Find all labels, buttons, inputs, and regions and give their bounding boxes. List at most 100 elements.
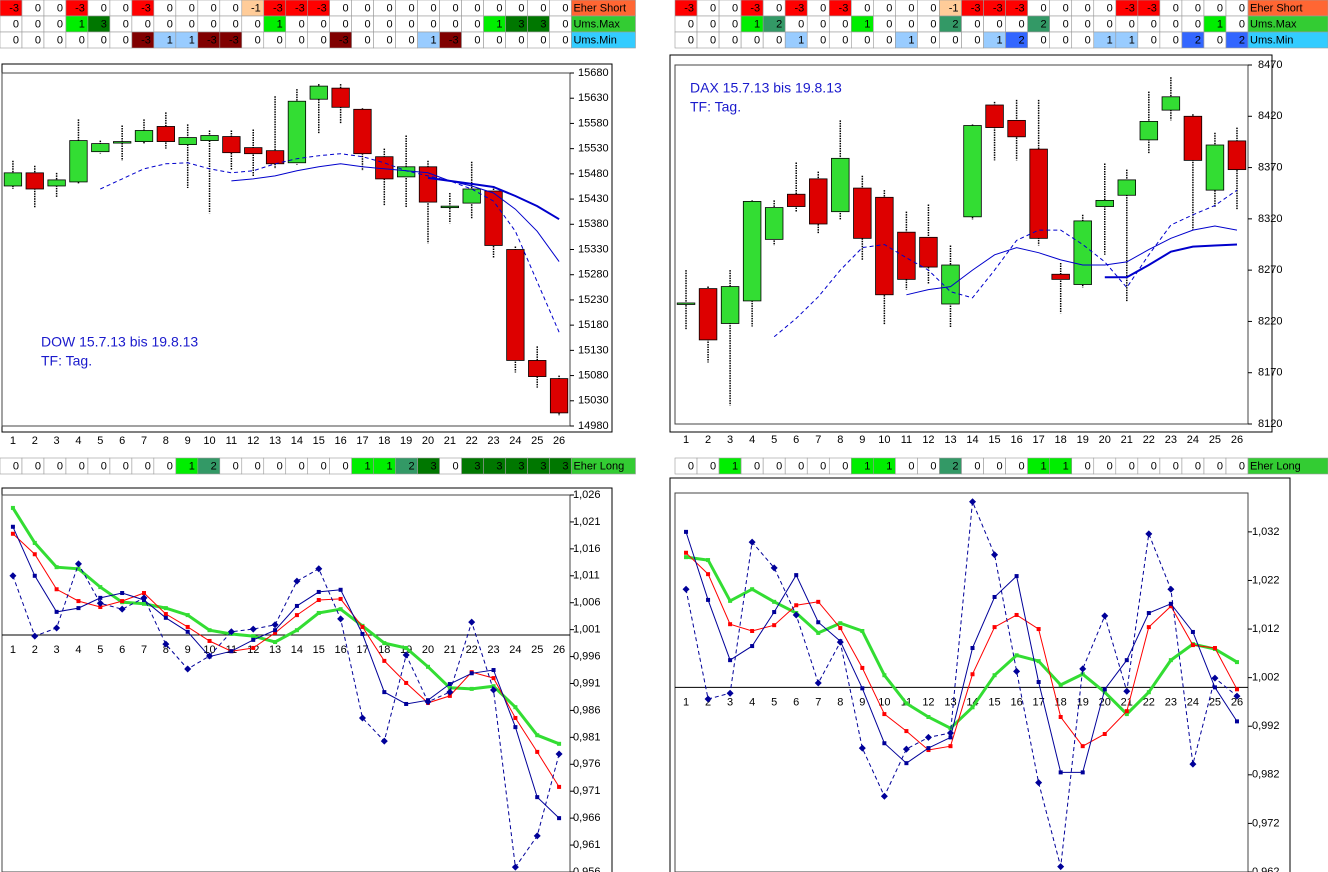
signal-value: 0 — [101, 2, 107, 14]
marker — [1080, 672, 1085, 677]
signal-value: 1 — [798, 34, 804, 46]
signal-value: 0 — [776, 2, 782, 14]
x-tick-label: 8 — [163, 644, 169, 656]
signal-value: 0 — [930, 2, 936, 14]
y-tick-label: 1,022 — [1252, 574, 1280, 586]
marker — [1234, 687, 1239, 692]
marker — [1058, 770, 1063, 775]
signal-value: 0 — [430, 2, 436, 14]
series-line — [685, 552, 1238, 751]
marker — [273, 640, 278, 645]
marker — [380, 737, 388, 745]
series-line — [231, 163, 560, 262]
signal-value: 2 — [1041, 18, 1047, 30]
signal-value: 3 — [562, 460, 568, 472]
signal-value: 0 — [57, 460, 63, 472]
candle-body — [698, 288, 718, 341]
row-label-cell — [571, 457, 636, 475]
signal-value: 0 — [1085, 34, 1091, 46]
signal-value: 0 — [474, 18, 480, 30]
marker — [1167, 585, 1175, 593]
signal-value: -3 — [1015, 2, 1025, 14]
signal-value: 3 — [474, 460, 480, 472]
marker — [491, 668, 496, 673]
signal-value: 1 — [430, 34, 436, 46]
candle-body — [1007, 119, 1026, 138]
row-label: Eher Long — [573, 460, 624, 472]
signal-value: 0 — [1239, 2, 1245, 14]
candle-body — [287, 100, 307, 164]
signal-value: 0 — [233, 460, 239, 472]
x-tick-label: 3 — [54, 435, 60, 447]
candle-body — [418, 166, 438, 203]
signal-value: 0 — [452, 2, 458, 14]
signal-value: 0 — [562, 34, 568, 46]
marker — [1124, 709, 1129, 714]
signal-value: 0 — [688, 460, 694, 472]
signal-value: 1 — [886, 460, 892, 472]
signal-value: 0 — [387, 18, 393, 30]
signal-value: 2 — [1239, 34, 1245, 46]
signal-value: 0 — [908, 18, 914, 30]
y-tick-label: 1,016 — [573, 543, 601, 555]
signal-value: 0 — [754, 34, 760, 46]
signal-value: 2 — [1019, 34, 1025, 46]
y-tick-label: 1,021 — [573, 516, 601, 528]
marker — [860, 665, 865, 670]
signal-value: 0 — [710, 34, 716, 46]
signal-value: 2 — [776, 18, 782, 30]
signal-value: 0 — [776, 34, 782, 46]
x-tick-label: 24 — [509, 644, 521, 656]
candle-body — [91, 143, 110, 153]
signal-value: -3 — [207, 34, 217, 46]
x-tick-label: 14 — [291, 644, 303, 656]
x-tick-label: 24 — [509, 435, 521, 447]
marker — [706, 597, 711, 602]
signal-value: 0 — [1173, 2, 1179, 14]
y-tick-label: 1,002 — [1252, 672, 1280, 684]
marker — [185, 624, 190, 629]
candle-body — [331, 87, 350, 108]
signal-value: -3 — [75, 2, 85, 14]
x-tick-label: 18 — [1055, 434, 1067, 446]
signal-value: -3 — [750, 2, 760, 14]
marker — [468, 618, 476, 626]
marker — [32, 552, 37, 557]
marker — [748, 538, 756, 546]
series-line — [12, 533, 560, 788]
marker — [98, 605, 103, 610]
marker — [142, 591, 146, 596]
marker — [1212, 685, 1217, 690]
marker — [1146, 625, 1151, 630]
x-tick-label: 2 — [32, 435, 38, 447]
x-tick-label: 1 — [10, 644, 16, 656]
marker — [360, 624, 365, 629]
marker — [206, 652, 214, 660]
x-tick-label: 1 — [10, 435, 16, 447]
x-tick-label: 21 — [1121, 434, 1133, 446]
marker — [140, 594, 148, 602]
x-tick-label: 20 — [1099, 434, 1111, 446]
marker — [1189, 760, 1197, 768]
series-line — [685, 555, 1238, 731]
signal-value: 0 — [562, 2, 568, 14]
x-tick-label: 13 — [269, 435, 281, 447]
marker — [1013, 667, 1021, 675]
signal-value: 1 — [864, 18, 870, 30]
signal-value: 0 — [1019, 460, 1025, 472]
marker — [816, 630, 821, 635]
signal-value: -3 — [794, 2, 804, 14]
marker — [535, 795, 540, 800]
signal-value: 0 — [474, 2, 480, 14]
x-tick-label: 7 — [815, 696, 821, 708]
marker — [970, 646, 975, 651]
marker — [404, 645, 409, 650]
x-tick-label: 5 — [771, 696, 777, 708]
signal-value: 0 — [688, 34, 694, 46]
marker — [772, 610, 777, 615]
marker — [249, 625, 257, 633]
candle-body — [853, 187, 872, 239]
signal-value: 0 — [908, 2, 914, 14]
x-tick-label: 5 — [97, 435, 103, 447]
